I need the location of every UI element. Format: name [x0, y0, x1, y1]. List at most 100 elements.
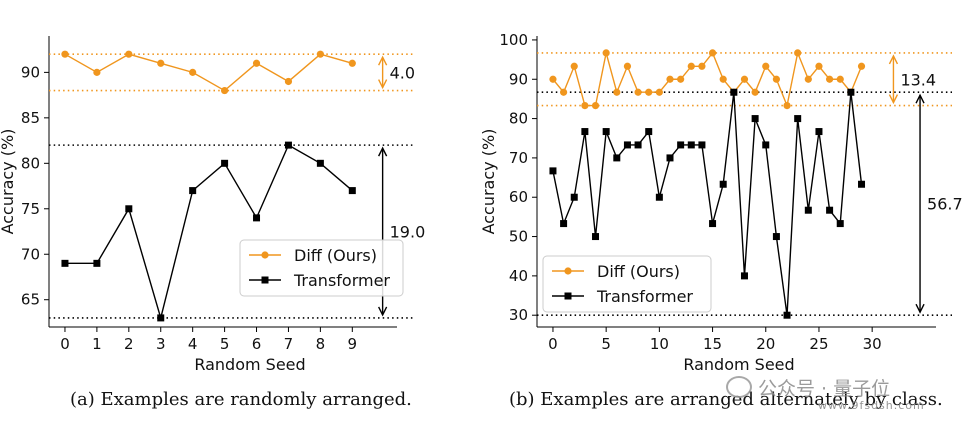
point-diff-b-19: [751, 88, 759, 96]
point-diff-b-29: [857, 62, 866, 70]
point-diff-a-0: [61, 50, 69, 58]
point-diff-b-25: [815, 62, 823, 70]
x-tick-label-b: 5: [601, 335, 611, 353]
point-transformer-b-4: [592, 233, 600, 241]
x-tick-label-a: 8: [316, 335, 326, 353]
point-transformer-b-14: [698, 141, 706, 149]
x-tick-label-b: 15: [703, 335, 722, 353]
point-diff-b-8: [634, 88, 642, 96]
x-tick-label-b: 20: [756, 335, 775, 353]
x-axis-label-a: Random Seed: [194, 355, 305, 374]
point-diff-a-9: [348, 59, 356, 67]
watermark-brand: 公众号 · 量子位: [726, 374, 890, 401]
point-diff-b-14: [698, 62, 706, 70]
x-tick-label-b: 25: [809, 335, 828, 353]
point-diff-b-1: [560, 88, 568, 96]
point-transformer-a-4: [189, 187, 197, 195]
point-transformer-b-24: [804, 206, 812, 214]
point-diff-b-26: [826, 75, 834, 83]
point-transformer-b-3: [581, 128, 589, 136]
range-label-b-0: 13.4: [900, 70, 936, 89]
point-transformer-a-9: [348, 187, 356, 195]
range-label-a-1: 19.0: [390, 223, 426, 242]
legend-marker-a-1: [261, 276, 269, 284]
point-diff-b-21: [772, 75, 781, 83]
point-diff-a-5: [220, 86, 229, 95]
point-transformer-b-15: [709, 220, 717, 228]
point-transformer-a-0: [61, 259, 69, 267]
point-diff-b-16: [719, 75, 727, 83]
watermark-brand-text: 公众号 · 量子位: [758, 378, 891, 400]
point-diff-a-4: [189, 68, 197, 76]
series-line-a-0: [64, 53, 353, 92]
point-transformer-b-27: [836, 220, 844, 228]
x-tick-label-a: 0: [60, 335, 70, 353]
legend-label-a-0: Diff (Ours): [294, 246, 377, 265]
point-diff-b-5: [602, 49, 610, 57]
range-arrow-head-down-a-0: [378, 79, 388, 90]
range-label-b-1: 56.7: [927, 195, 963, 214]
legend-marker-b-1: [564, 292, 572, 300]
range-arrow-head-down-b-0: [888, 94, 899, 105]
point-diff-b-20: [762, 62, 770, 70]
point-diff-b-11: [666, 75, 674, 83]
y-tick-label-b: 100: [499, 31, 528, 49]
point-transformer-b-17: [730, 88, 738, 96]
point-transformer-b-12: [677, 141, 685, 149]
legend-box-a: [239, 239, 404, 297]
point-transformer-b-5: [602, 128, 610, 136]
point-transformer-a-5: [221, 159, 229, 167]
y-tick-label-b: 90: [509, 70, 528, 88]
point-transformer-b-18: [740, 272, 748, 280]
point-transformer-b-1: [560, 220, 568, 228]
point-transformer-b-13: [687, 141, 695, 149]
point-transformer-b-28: [847, 88, 855, 96]
series-b-0: [549, 49, 866, 110]
point-diff-b-2: [570, 62, 578, 70]
point-transformer-b-23: [794, 115, 802, 123]
legend-box-b: [542, 255, 712, 313]
point-transformer-a-2: [125, 205, 133, 213]
legend-label-b-1: Transformer: [596, 287, 693, 306]
point-diff-b-6: [613, 88, 621, 96]
caption-a: (a) Examples are randomly arranged.: [70, 389, 412, 410]
point-transformer-a-6: [253, 214, 261, 222]
point-transformer-b-9: [645, 128, 653, 136]
x-tick-label-a: 3: [156, 335, 166, 353]
caption-b: (b) Examples are arranged alternately by…: [509, 389, 943, 410]
point-transformer-b-11: [666, 154, 674, 162]
point-transformer-b-8: [634, 141, 642, 149]
point-diff-b-24: [804, 75, 812, 83]
x-tick-label-a: 7: [284, 335, 294, 353]
point-transformer-b-19: [751, 115, 759, 123]
x-tick-label-b: 10: [650, 335, 669, 353]
point-transformer-b-16: [719, 180, 727, 188]
y-axis-label-b: Accuracy (%): [479, 129, 498, 235]
point-diff-b-10: [655, 88, 663, 96]
y-tick-label-b: 70: [509, 149, 528, 167]
y-tick-label-a: 80: [21, 154, 40, 172]
chart-b: 30 40 50 60 70 80 90 100 0 5 10 15 20 25 30 Random Seed…: [479, 31, 963, 374]
point-diff-b-9: [645, 88, 653, 96]
series-a-0: [61, 50, 356, 95]
legend-marker-a-0: [261, 251, 269, 259]
point-diff-b-7: [623, 62, 632, 70]
y-tick-label-b: 50: [509, 228, 528, 246]
point-transformer-b-0: [549, 167, 557, 175]
y-tick-label-a: 65: [21, 291, 40, 309]
series-a-1: [61, 141, 356, 322]
range-arrow-head-up-b-1: [915, 93, 925, 104]
point-transformer-b-7: [623, 141, 631, 149]
x-tick-label-a: 4: [188, 335, 198, 353]
series-b-1: [549, 88, 866, 319]
point-transformer-b-26: [826, 206, 834, 214]
y-tick-label-b: 80: [509, 110, 528, 128]
point-diff-b-18: [740, 75, 749, 83]
point-diff-b-4: [591, 102, 600, 110]
point-diff-a-8: [316, 50, 324, 58]
point-diff-b-13: [687, 62, 695, 70]
range-arrow-head-up-a-1: [378, 146, 388, 157]
range-label-a-0: 4.0: [390, 63, 415, 82]
x-tick-label-a: 1: [92, 335, 102, 353]
